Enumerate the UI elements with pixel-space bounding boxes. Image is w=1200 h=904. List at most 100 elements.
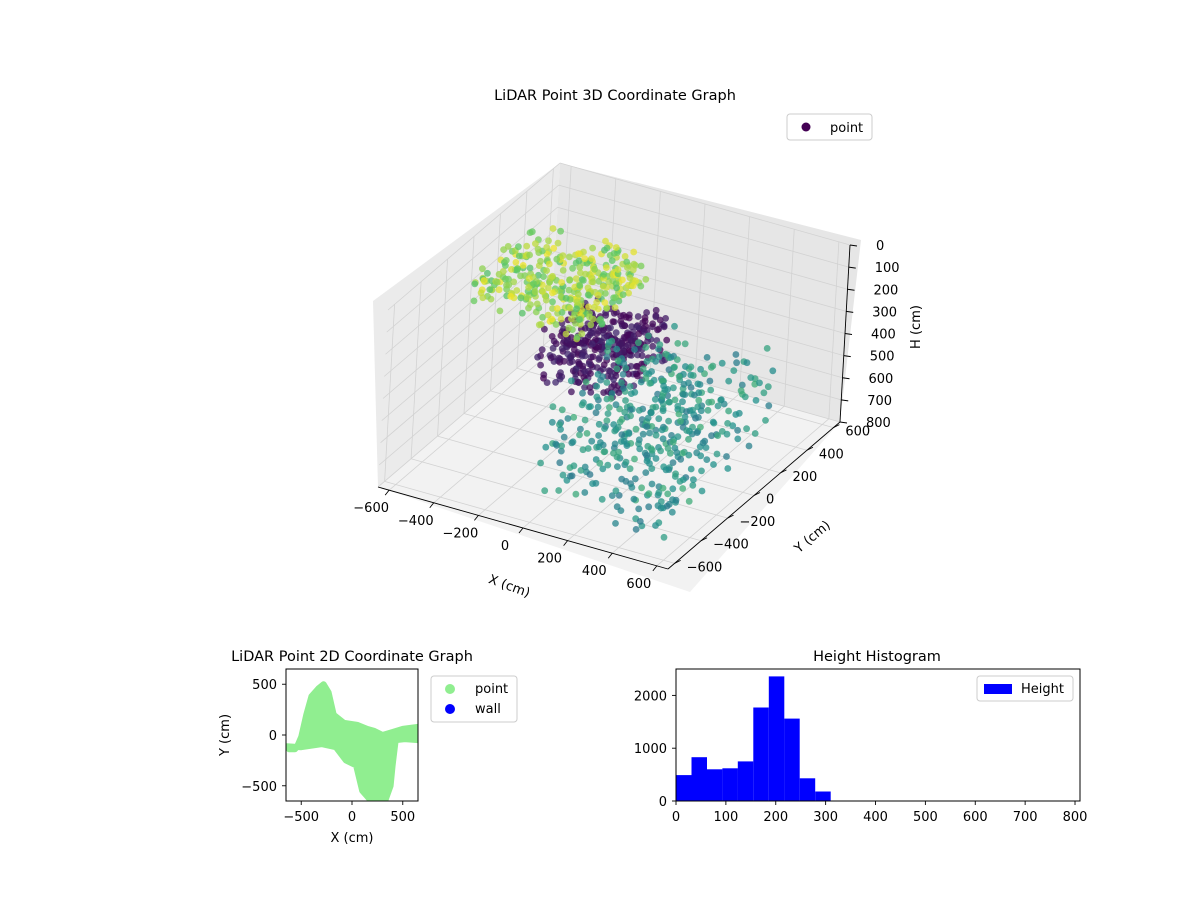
point-3d: [581, 368, 588, 375]
grid-line: [384, 480, 675, 564]
point-3d: [677, 455, 685, 463]
point-3d: [704, 406, 712, 414]
point-3d: [652, 313, 660, 321]
point-3d: [687, 465, 695, 473]
point-3d: [649, 342, 657, 350]
histogram-bar: [706, 769, 723, 801]
legend-3d: point: [786, 113, 873, 141]
point-3d: [575, 250, 582, 257]
point-3d: [557, 447, 565, 455]
point-3d: [588, 255, 595, 262]
point-3d: [543, 250, 551, 258]
point-3d: [678, 450, 686, 457]
point-3d: [694, 380, 702, 388]
point-3d: [732, 411, 740, 418]
point-3d: [578, 401, 586, 409]
point-3d: [539, 281, 546, 289]
point-3d: [608, 257, 616, 264]
point-3d: [549, 403, 557, 411]
z-tick-label-3d: 200: [874, 283, 899, 298]
point-3d: [562, 294, 570, 302]
z-tick-label-3d: 0: [876, 239, 884, 254]
point-3d: [549, 289, 556, 297]
point-3d: [589, 329, 596, 337]
point-3d: [718, 359, 726, 367]
point-3d: [507, 293, 515, 300]
point-3d: [544, 284, 552, 292]
point-3d: [671, 396, 679, 404]
point-3d: [550, 244, 558, 252]
point-3d: [594, 291, 602, 299]
point-3d: [604, 347, 612, 355]
point-3d: [606, 404, 613, 411]
point-3d: [541, 487, 549, 495]
point-3d: [616, 418, 624, 426]
point-3d: [646, 379, 654, 387]
point-3d: [751, 430, 759, 437]
chart-title-3d: LiDAR Point 3D Coordinate Graph: [494, 88, 736, 104]
point-3d: [723, 453, 730, 460]
z-tick-3d: [839, 421, 848, 424]
point-3d: [652, 431, 660, 439]
x-tick-label-2d: −500: [283, 810, 319, 825]
point-3d: [601, 246, 608, 254]
point-3d: [553, 255, 561, 263]
point-3d: [665, 398, 673, 406]
point-3d: [709, 418, 717, 426]
x-tick-label-hist: 700: [1013, 810, 1038, 825]
x-tick-label-3d: −600: [353, 501, 389, 516]
point-3d: [607, 324, 614, 332]
point-3d: [584, 445, 592, 452]
point-3d: [559, 267, 567, 274]
points-3d: [470, 225, 777, 541]
point-3d: [627, 363, 635, 370]
point-3d: [600, 389, 608, 396]
point-3d: [617, 507, 625, 514]
point-3d: [601, 425, 608, 432]
point-3d: [673, 356, 681, 363]
point-3d: [568, 472, 576, 480]
point-3d: [610, 310, 618, 317]
point-3d: [676, 478, 684, 485]
legend-label-point-2d: point: [475, 682, 508, 697]
x-tick-3d: [607, 552, 613, 559]
point-3d: [581, 325, 589, 332]
point-3d: [470, 297, 478, 305]
point-3d: [570, 413, 578, 421]
point-3d: [600, 334, 608, 342]
point-3d: [592, 409, 600, 417]
point-3d: [659, 435, 667, 443]
point-3d: [508, 266, 515, 273]
point-3d: [664, 490, 672, 498]
x-tick-label-3d: 600: [626, 577, 651, 592]
point-3d: [572, 275, 580, 282]
point-3d: [585, 303, 592, 311]
point-3d: [512, 259, 520, 266]
point-3d: [747, 374, 755, 381]
point-3d: [593, 382, 601, 390]
point-3d: [681, 413, 689, 421]
point-3d: [613, 345, 621, 353]
point-3d: [505, 281, 513, 289]
point-3d: [662, 350, 669, 358]
histogram-bar: [799, 778, 816, 801]
point-3d: [527, 301, 534, 308]
point-3d: [620, 347, 628, 355]
point-3d: [496, 307, 504, 315]
point-3d: [586, 471, 594, 478]
point-3d: [499, 268, 507, 275]
point-3d: [593, 298, 601, 306]
point-3d: [670, 384, 677, 392]
y-tick-label-2d: 500: [252, 678, 277, 693]
grid-line: [387, 162, 561, 311]
point-3d: [592, 479, 600, 487]
point-3d: [617, 339, 625, 347]
point-3d: [553, 305, 561, 312]
point-3d: [630, 248, 638, 256]
point-3d: [598, 495, 606, 503]
point-3d: [556, 287, 564, 295]
point-3d: [573, 298, 581, 306]
point-3d: [677, 417, 684, 425]
chart-title-hist: Height Histogram: [813, 649, 941, 665]
